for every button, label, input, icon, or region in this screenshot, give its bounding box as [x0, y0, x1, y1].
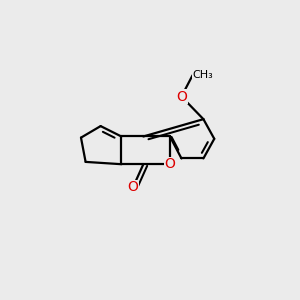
Text: CH₃: CH₃ — [193, 70, 213, 80]
Text: O: O — [164, 157, 175, 171]
Text: O: O — [176, 89, 187, 103]
Text: O: O — [128, 180, 138, 194]
